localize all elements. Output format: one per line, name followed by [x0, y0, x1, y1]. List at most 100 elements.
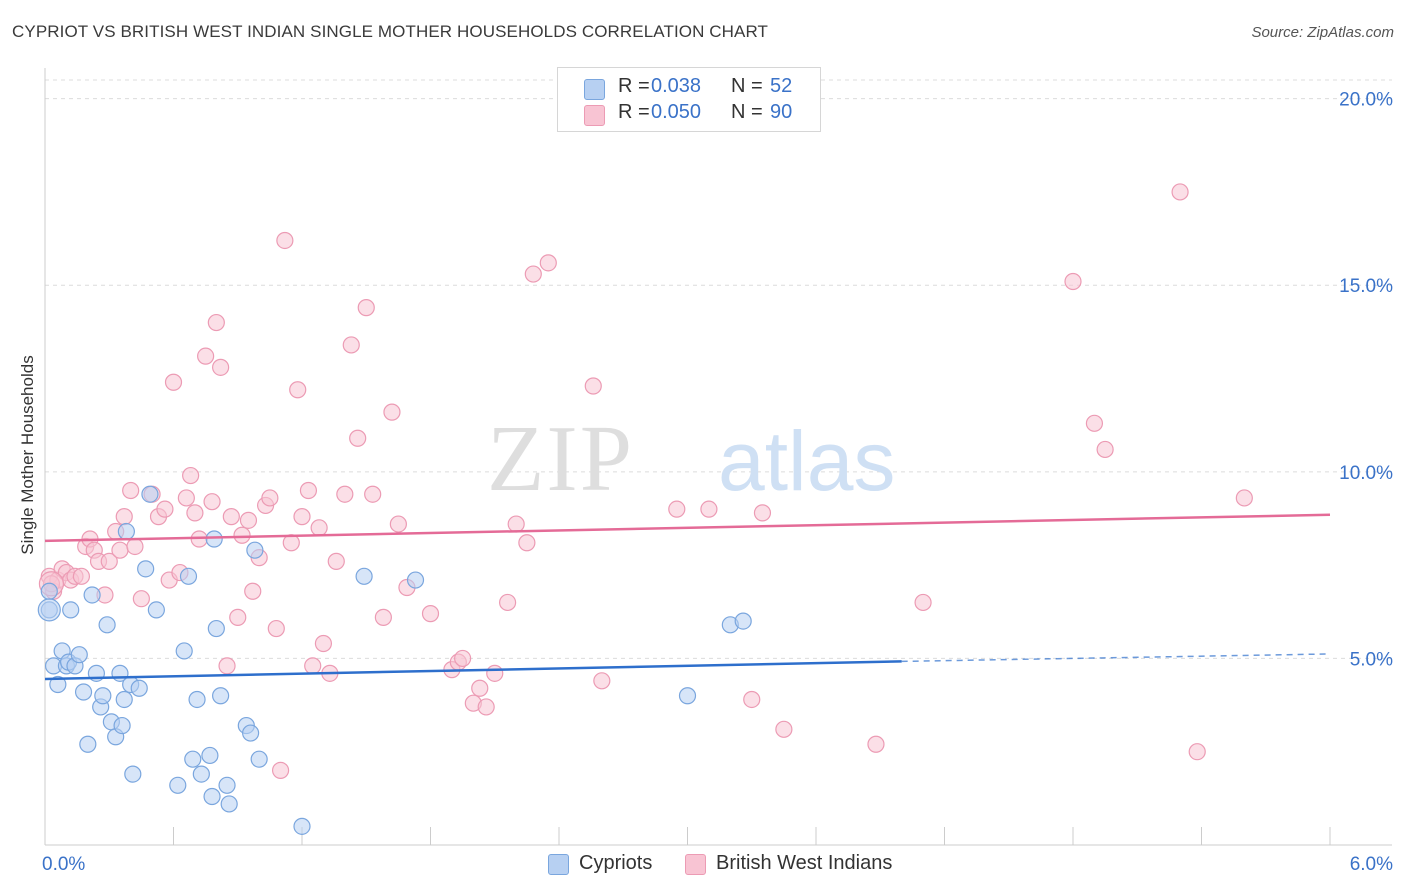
data-point [421, 605, 440, 623]
data-point [197, 347, 215, 365]
legend-n-value: 90 [770, 101, 793, 123]
data-point [374, 608, 392, 626]
data-point [775, 720, 793, 738]
data-point [147, 601, 165, 619]
data-point [115, 690, 133, 709]
legend-swatch-cypriots [548, 854, 569, 875]
data-point [62, 601, 80, 619]
data-point [250, 750, 268, 768]
watermark-atlas: atlas [718, 414, 895, 508]
legend-r-value: 0.038 [651, 75, 702, 97]
legend-n-label: N = [731, 101, 763, 123]
data-point [336, 485, 354, 503]
trend-lines [44, 513, 1331, 681]
x-tick-label: 6.0% [1350, 854, 1393, 875]
y-tick-label: 10.0% [1339, 463, 1393, 484]
data-point [1096, 440, 1114, 459]
data-point [593, 672, 611, 690]
legend-label-cypriots: Cypriots [579, 852, 653, 874]
data-point [524, 265, 542, 283]
data-point [94, 687, 112, 705]
data-point [100, 552, 118, 570]
data-point [229, 608, 247, 626]
data-point [205, 530, 223, 548]
legend-r-label: R = [618, 101, 650, 123]
data-point [584, 377, 602, 395]
correlation-legend: R = 0.038 N = 52 R = 0.050 N = 90 [557, 67, 821, 132]
data-point [177, 489, 195, 507]
data-point [169, 776, 187, 794]
data-point [349, 429, 367, 447]
source-label: Source: ZipAtlas.com [1251, 24, 1394, 41]
legend-label-british-west-indians: British West Indians [716, 852, 893, 874]
data-point [79, 735, 97, 753]
data-point [222, 508, 240, 526]
data-point [111, 541, 129, 559]
data-point [212, 358, 230, 376]
data-point [242, 724, 260, 742]
data-point [267, 619, 285, 638]
trend-line-cypriots-extension [901, 653, 1331, 663]
data-point [310, 519, 328, 537]
data-point [342, 336, 360, 354]
data-point [289, 381, 307, 399]
data-point [207, 619, 225, 638]
data-point [212, 687, 230, 705]
data-point [184, 750, 202, 768]
data-point [156, 500, 174, 518]
legend-row-cypriots: R = 0.038 N = 52 [558, 75, 820, 101]
data-point [244, 582, 262, 600]
legend-r-label: R = [618, 75, 650, 97]
data-point [141, 485, 159, 503]
x-tick-labels: 0.0% 6.0% [42, 854, 1393, 875]
data-point [1085, 414, 1104, 432]
data-point [115, 508, 133, 526]
data-point [124, 765, 142, 783]
data-point [364, 485, 382, 503]
data-point [192, 765, 210, 783]
data-point [40, 582, 58, 600]
data-point [486, 664, 504, 682]
data-point [1188, 743, 1206, 761]
data-point [355, 567, 373, 585]
data-point [304, 657, 322, 675]
data-point [233, 526, 251, 544]
data-point [743, 690, 761, 709]
data-point [1235, 489, 1253, 507]
data-point [203, 493, 221, 511]
data-point [49, 675, 67, 694]
data-point [130, 679, 148, 697]
data-point [477, 698, 495, 716]
data-point [164, 373, 183, 391]
data-point [314, 634, 333, 653]
data-point [271, 761, 290, 779]
data-point [518, 534, 536, 552]
data-point [74, 683, 93, 701]
watermark: ZIP atlas [487, 407, 895, 511]
data-point [327, 552, 345, 570]
y-tick-labels: 5.0% 10.0% 15.0% 20.0% [1339, 90, 1393, 671]
data-point [218, 776, 236, 794]
data-point [70, 646, 88, 664]
data-point [734, 612, 752, 630]
data-point [175, 642, 193, 660]
data-point [203, 787, 221, 806]
y-tick-label: 15.0% [1339, 276, 1393, 297]
data-point [753, 504, 772, 522]
legend-row-british-west-indians: R = 0.050 N = 90 [558, 101, 820, 127]
data-point [179, 567, 198, 585]
data-point [914, 593, 932, 612]
data-point [668, 500, 686, 518]
data-point [507, 515, 525, 533]
series-legend: Cypriots British West Indians [0, 852, 1406, 878]
trend-line-british-west-indians [44, 513, 1331, 543]
data-point-large [37, 598, 61, 622]
data-point [471, 679, 489, 697]
watermark-zip: ZIP [487, 407, 634, 511]
british-west-indians-points [38, 183, 1253, 779]
data-point [207, 313, 225, 332]
legend-swatch-british-west-indians [685, 854, 706, 875]
data-point [186, 504, 204, 522]
y-axis-label: Single Mother Households [18, 355, 37, 555]
x-tick-label: 0.0% [42, 854, 85, 875]
